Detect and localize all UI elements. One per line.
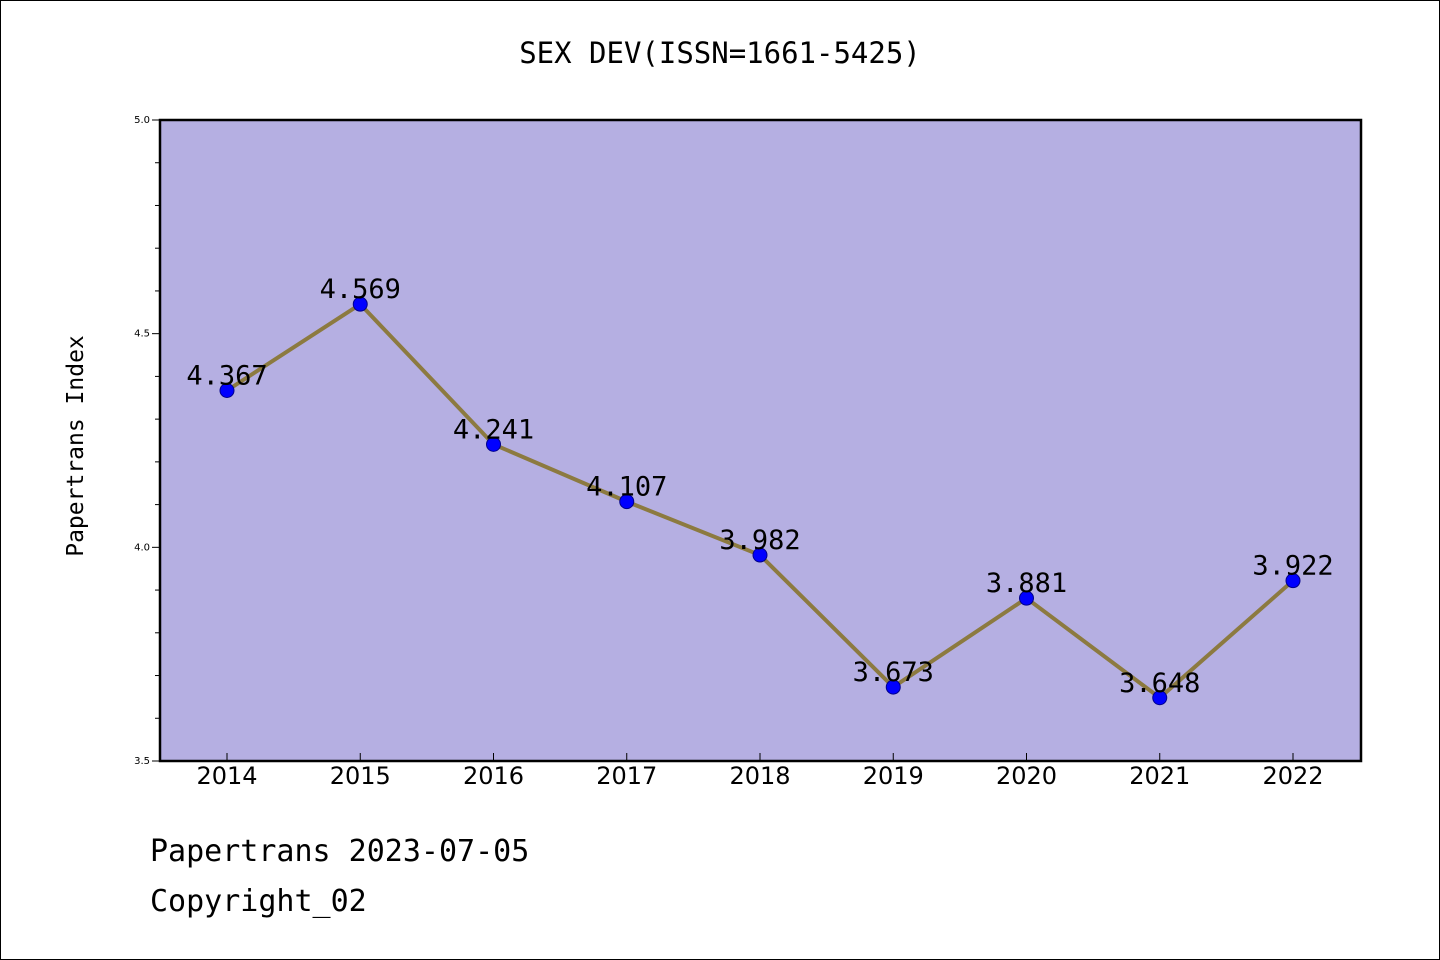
- data-point: [1152, 690, 1168, 706]
- data-label: 4.107: [586, 472, 667, 503]
- data-label: 3.881: [986, 568, 1067, 599]
- x-tick-label: 2020: [996, 762, 1057, 790]
- data-labels: 4.367 4.569 4.241 4.107 3.982 3.673 3.881 3.648…: [186, 274, 1333, 699]
- footer-source-date: Papertrans 2023-07-05: [150, 834, 530, 869]
- data-label: 3.673: [853, 657, 934, 688]
- footer-copyright: Copyright_02: [150, 884, 367, 919]
- data-point: [752, 547, 768, 563]
- data-point: [1285, 573, 1301, 589]
- data-label: 3.982: [719, 525, 800, 556]
- data-point: [352, 296, 368, 312]
- y-axis: 3.5 4.0 4.5 5.0: [134, 115, 160, 767]
- x-tick-label: 2015: [330, 762, 391, 790]
- data-label: 3.922: [1252, 551, 1333, 582]
- data-point: [885, 679, 901, 695]
- x-axis: 2014 2015 2016 2017 2018 2019 2020 2021 2022: [196, 753, 1324, 790]
- data-label: 4.241: [453, 414, 534, 445]
- data-label: 4.367: [186, 361, 267, 392]
- y-tick-label: 4.5: [134, 329, 150, 340]
- data-label: 3.648: [1119, 668, 1200, 699]
- data-point: [486, 436, 501, 452]
- y-tick-label: 5.0: [134, 115, 150, 126]
- x-tick-label: 2018: [729, 762, 790, 790]
- x-tick-label: 2021: [1129, 762, 1190, 790]
- x-tick-label: 2016: [463, 762, 524, 790]
- y-tick-label: 4.0: [134, 542, 150, 553]
- plot-area: [158, 118, 1363, 763]
- y-tick-label: 3.5: [134, 756, 150, 767]
- data-markers: [219, 296, 1301, 706]
- data-point: [1019, 590, 1034, 606]
- x-tick-label: 2019: [863, 762, 924, 790]
- data-point: [619, 494, 635, 510]
- x-tick-label: 2014: [196, 762, 257, 790]
- chart-title: SEX DEV(ISSN=1661-5425): [519, 36, 921, 70]
- x-tick-label: 2022: [1262, 762, 1323, 790]
- x-tick-label: 2017: [596, 762, 657, 790]
- data-label: 4.569: [320, 274, 401, 305]
- data-point: [219, 383, 235, 399]
